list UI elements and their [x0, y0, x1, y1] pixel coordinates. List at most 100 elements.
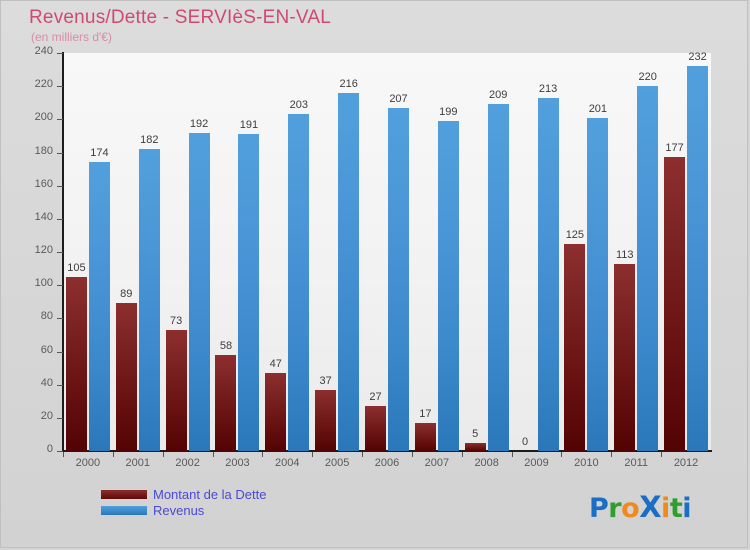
bar-label-dette: 89: [120, 288, 133, 301]
bar-label-revenus: 232: [688, 51, 707, 64]
y-axis-tick-label: 20: [40, 409, 53, 422]
logo-letter: P: [589, 493, 609, 524]
y-axis-tick-mark: [57, 152, 63, 154]
x-axis-tick-mark: [312, 452, 313, 457]
logo-letter: X: [639, 490, 662, 524]
bar-dette[interactable]: [115, 303, 137, 451]
bar-revenus[interactable]: [687, 66, 709, 451]
bar-dette[interactable]: [564, 243, 586, 451]
legend-label-dette: Montant de la Dette: [153, 486, 267, 502]
bar-dette[interactable]: [315, 389, 337, 451]
y-axis-tick-mark: [57, 86, 63, 88]
bar-label-dette: 37: [319, 374, 332, 387]
y-axis-tick-mark: [57, 218, 63, 220]
bar-revenus[interactable]: [138, 149, 160, 451]
y-axis-tick-label: 100: [34, 277, 53, 290]
x-axis-line: [62, 450, 712, 452]
x-axis-tick-mark: [561, 452, 562, 457]
bar-label-revenus: 207: [389, 92, 408, 105]
x-axis-tick-mark: [213, 452, 214, 457]
bar-dette[interactable]: [65, 276, 87, 451]
x-axis-tick-mark: [611, 452, 612, 457]
bar-dette[interactable]: [215, 354, 237, 451]
bar-label-revenus: 191: [239, 119, 259, 132]
logo-letter: r: [608, 493, 622, 524]
y-axis-tick-label: 40: [40, 376, 53, 389]
x-axis-tick-mark: [262, 452, 263, 457]
y-axis-tick-label: 120: [34, 244, 53, 256]
bar-revenus[interactable]: [388, 107, 409, 451]
logo-letter: o: [621, 493, 640, 524]
bar-revenus[interactable]: [437, 120, 459, 451]
y-axis-tick-mark: [57, 252, 63, 253]
y-axis-tick-mark: [57, 285, 63, 287]
x-axis-tick-label: 2004: [275, 457, 300, 469]
legend-item-dette[interactable]: Montant de la Dette: [101, 486, 266, 502]
bar-label-dette: 125: [565, 228, 585, 241]
x-axis-tick-mark: [512, 452, 513, 457]
y-axis-tick: 240: [1, 45, 63, 57]
bar-dette[interactable]: [614, 263, 636, 451]
x-axis-tick-label: 2008: [474, 457, 499, 469]
chart-title: Revenus/Dette - SERVIèS-EN-VAL: [29, 7, 332, 28]
bar-dette[interactable]: [414, 422, 436, 451]
bar-revenus[interactable]: [537, 97, 559, 451]
x-axis-tick-mark: [661, 452, 662, 457]
x-axis-tick-mark: [362, 452, 363, 457]
bar-revenus[interactable]: [188, 132, 210, 451]
y-axis-tick: 120: [1, 244, 63, 256]
bar-revenus[interactable]: [587, 117, 609, 451]
y-axis-tick-label: 220: [34, 78, 53, 91]
bar-label-dette: 177: [665, 142, 684, 155]
bar-label-revenus: 220: [638, 71, 657, 84]
y-axis-tick: 200: [1, 111, 63, 123]
legend-swatch-dette: [101, 489, 147, 499]
bar-label-dette: 5: [472, 427, 479, 440]
y-axis-tick-mark: [57, 318, 63, 320]
y-axis-tick: 40: [1, 377, 63, 389]
bar-label-revenus: 216: [339, 77, 358, 90]
y-axis-tick-mark: [57, 351, 63, 353]
x-axis-tick-label: 2003: [225, 457, 250, 469]
legend-label-revenus: Revenus: [153, 502, 205, 518]
y-axis-tick-label: 200: [34, 111, 53, 124]
bar-dette[interactable]: [265, 373, 287, 451]
x-axis-tick-label: 2000: [75, 457, 101, 469]
bar-dette[interactable]: [165, 329, 187, 451]
y-axis-tick-mark: [57, 53, 63, 54]
y-axis-tick: 60: [1, 344, 63, 356]
y-axis-tick-mark: [57, 119, 63, 121]
x-axis-tick-label: 2005: [324, 457, 350, 469]
x-axis-tick-label: 2002: [175, 457, 200, 469]
bar-revenus[interactable]: [238, 134, 260, 451]
y-axis-tick-mark: [57, 384, 63, 386]
bar-revenus[interactable]: [338, 92, 360, 451]
bar-dette[interactable]: [365, 406, 386, 451]
bar-revenus[interactable]: [88, 162, 110, 451]
y-axis-tick-label: 180: [34, 144, 53, 157]
y-axis-tick: 0: [1, 443, 63, 455]
bar-revenus[interactable]: [288, 114, 310, 451]
bar-dette[interactable]: [664, 157, 686, 451]
bar-revenus[interactable]: [637, 86, 659, 451]
bar-dette[interactable]: [464, 442, 486, 451]
y-axis-tick: 20: [1, 410, 63, 422]
bar-label-dette: 58: [219, 339, 233, 352]
bar-label-dette: 47: [269, 358, 282, 371]
x-axis-tick-label: 2011: [624, 457, 649, 469]
y-axis-line: [62, 52, 64, 452]
x-axis-tick-label: 2007: [424, 457, 450, 469]
bar-label-revenus: 174: [90, 147, 109, 160]
bar-label-revenus: 209: [489, 89, 508, 102]
bar-label-revenus: 182: [140, 134, 159, 147]
x-axis-tick-mark: [412, 452, 413, 457]
legend-item-revenus[interactable]: Revenus: [101, 502, 266, 518]
proxiti-logo[interactable]: ProXiti: [589, 490, 691, 524]
y-axis-tick-label: 160: [34, 177, 53, 190]
bar-label-dette: 105: [67, 261, 86, 274]
bar-label-dette: 73: [169, 314, 183, 327]
bar-label-revenus: 203: [289, 99, 308, 112]
bar-revenus[interactable]: [487, 104, 509, 451]
y-axis-tick: 160: [1, 178, 63, 190]
